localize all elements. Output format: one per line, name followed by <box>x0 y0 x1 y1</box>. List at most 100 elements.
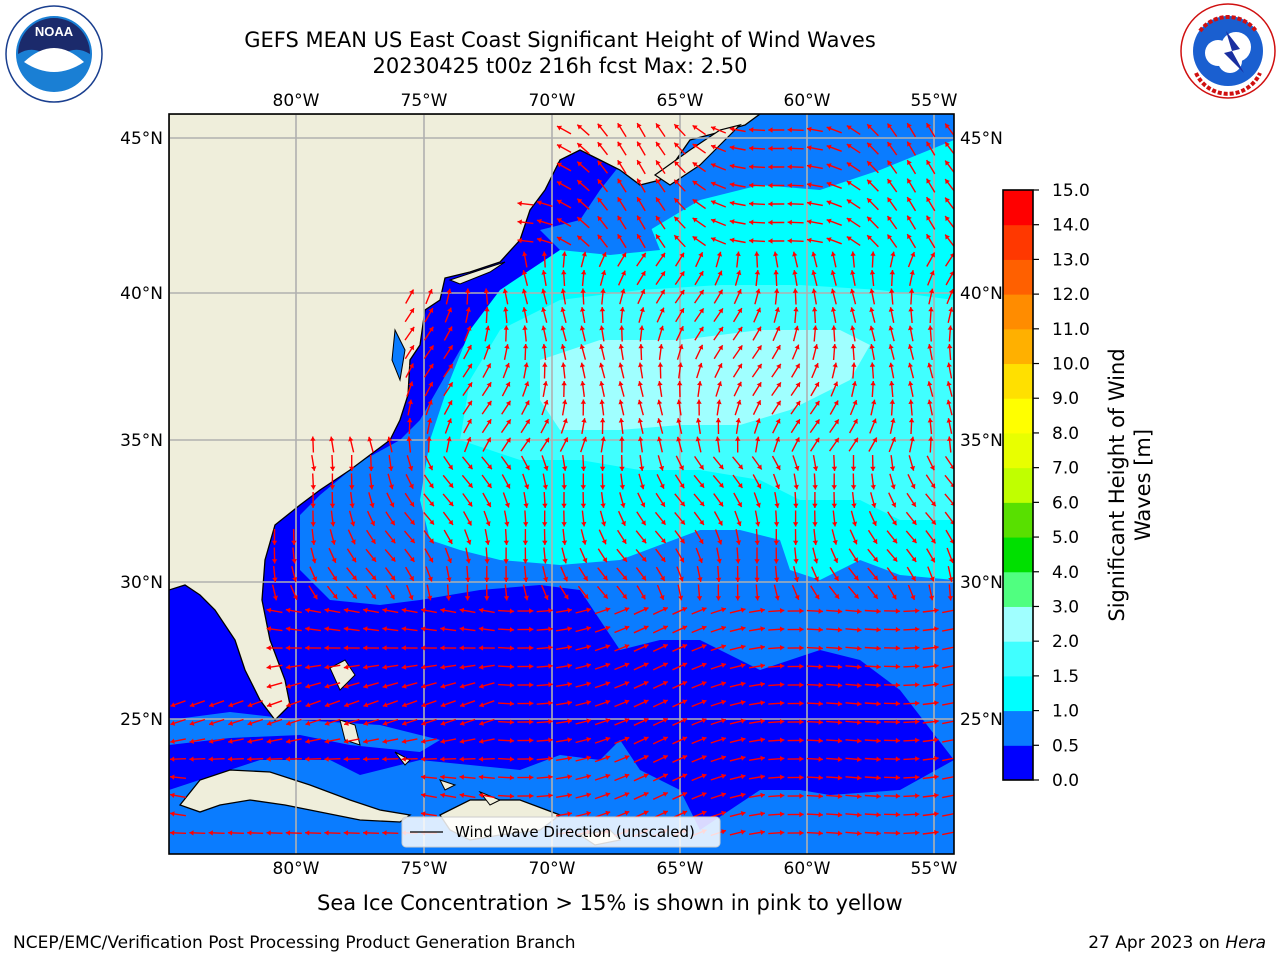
wind-wave-arrowhead <box>887 179 893 184</box>
wind-wave-arrowhead <box>189 720 195 726</box>
wind-wave-arrowhead <box>850 325 856 331</box>
wind-wave-arrowhead <box>600 485 606 490</box>
wind-wave-arrowhead <box>618 418 625 423</box>
wind-wave-arrowhead <box>382 738 388 744</box>
wind-wave-arrowhead <box>409 363 414 369</box>
wind-wave-arrowhead <box>677 381 683 386</box>
wind-wave-arrowhead <box>577 180 583 185</box>
wind-wave-arrowhead <box>895 608 901 614</box>
wind-wave-arrowhead <box>950 520 954 525</box>
wind-wave-arrowhead <box>774 595 780 601</box>
wind-wave-arrowhead <box>408 483 414 489</box>
wind-wave-arrowhead <box>775 436 780 442</box>
wind-wave-arrowhead <box>887 123 893 129</box>
wind-wave-arrowhead <box>479 738 484 744</box>
wind-wave-arrowhead <box>680 501 685 507</box>
wind-wave-arrowhead <box>873 556 878 562</box>
colorbar-segment <box>1003 641 1033 677</box>
caption-text: Sea Ice Concentration > 15% is shown in … <box>317 891 903 915</box>
wind-wave-arrowhead <box>465 307 471 312</box>
wind-wave-arrowhead <box>622 556 627 562</box>
wind-wave-arrowhead <box>567 663 572 669</box>
wind-wave-arrowhead <box>343 830 348 836</box>
wind-wave-arrowhead <box>837 756 843 762</box>
wind-wave-arrowhead <box>834 593 840 599</box>
wind-wave-arrowhead <box>927 399 933 405</box>
wind-wave-arrowhead <box>382 830 387 836</box>
wind-wave-arrowhead <box>586 663 591 669</box>
wind-wave-arrowhead <box>583 593 589 599</box>
wind-wave-arrowhead <box>409 308 414 314</box>
wind-wave-arrowhead <box>851 521 858 527</box>
wind-wave-arrowhead <box>660 575 665 581</box>
wind-wave-arrowhead <box>525 419 530 425</box>
wind-wave-arrowhead <box>908 381 914 386</box>
wind-wave-arrowhead <box>711 181 716 187</box>
wind-wave-arrowhead <box>478 626 484 632</box>
wind-wave-arrowhead <box>579 344 585 349</box>
wind-wave-arrowhead <box>484 559 490 564</box>
wind-wave-arrowhead <box>915 700 920 706</box>
wind-wave-arrowhead <box>567 774 572 780</box>
wind-wave-arrowhead <box>227 830 233 836</box>
wind-wave-arrowhead <box>447 539 453 544</box>
wind-wave-arrowhead <box>934 774 939 780</box>
wind-wave-arrowhead <box>950 501 954 506</box>
wind-wave-arrowhead <box>857 830 862 836</box>
wind-wave-arrowhead <box>624 644 630 650</box>
wind-wave-arrowhead <box>605 736 611 742</box>
wind-wave-arrowhead <box>833 400 839 406</box>
wind-wave-arrowhead <box>857 756 862 762</box>
wind-wave-arrowhead <box>363 720 369 726</box>
wind-wave-arrowhead <box>509 627 515 633</box>
wind-wave-arrowhead <box>363 645 368 651</box>
wind-wave-arrowhead <box>682 773 688 779</box>
wind-wave-arrowhead <box>624 699 630 705</box>
colorbar-tick-label: 2.0 <box>1052 632 1079 652</box>
wind-wave-arrowhead <box>779 626 785 632</box>
wind-wave-arrowhead <box>826 200 832 206</box>
wind-wave-arrowhead <box>382 645 387 651</box>
wind-wave-arrowhead <box>310 522 316 527</box>
wind-wave-arrowhead <box>721 773 726 779</box>
colorbar-segment <box>1003 363 1033 399</box>
wind-wave-arrowhead <box>749 145 754 151</box>
wind-wave-arrowhead <box>729 145 735 151</box>
wind-wave-arrowhead <box>910 483 916 489</box>
wind-wave-arrowhead <box>756 483 762 489</box>
wind-wave-arrowhead <box>740 718 746 724</box>
wind-wave-arrowhead <box>448 363 453 369</box>
wind-wave-arrowhead <box>698 344 704 350</box>
wind-wave-arrowhead <box>543 594 549 600</box>
wind-wave-arrowhead <box>682 625 688 631</box>
wind-wave-arrowhead <box>735 559 741 564</box>
wind-wave-arrowhead <box>548 719 553 725</box>
wind-wave-arrowhead <box>682 607 688 612</box>
wind-wave-arrowhead <box>876 664 881 670</box>
wind-wave-arrowhead <box>711 218 716 224</box>
wind-wave-arrowhead <box>478 756 484 762</box>
lon-labels-top: 80°W 75°W 70°W 65°W 60°W 55°W <box>273 91 958 111</box>
wind-wave-arrowhead <box>548 774 553 780</box>
wind-wave-arrowhead <box>557 199 562 205</box>
wind-wave-arrowhead <box>837 627 843 633</box>
wind-wave-arrowhead <box>833 575 839 581</box>
wind-wave-arrowhead <box>621 538 627 544</box>
wind-wave-arrowhead <box>830 251 836 257</box>
wind-wave-arrowhead <box>799 626 804 633</box>
wind-wave-arrowhead <box>853 437 858 443</box>
wind-wave-arrowhead <box>543 465 549 471</box>
wind-wave-arrowhead <box>895 645 901 651</box>
wind-wave-arrowhead <box>749 219 754 225</box>
wind-wave-arrowhead <box>853 593 859 599</box>
wind-wave-arrowhead <box>682 644 688 649</box>
wind-wave-arrowhead <box>907 197 912 203</box>
wind-wave-arrowhead <box>831 466 838 471</box>
wind-wave-arrowhead <box>814 382 820 387</box>
wind-wave-arrowhead <box>459 664 465 670</box>
lon-label-bottom-55: 55°W <box>911 859 958 879</box>
wind-wave-arrowhead <box>586 755 591 761</box>
wind-wave-arrowhead <box>773 522 780 527</box>
wind-wave-arrowhead <box>807 237 812 243</box>
colorbar-segment <box>1003 467 1033 503</box>
